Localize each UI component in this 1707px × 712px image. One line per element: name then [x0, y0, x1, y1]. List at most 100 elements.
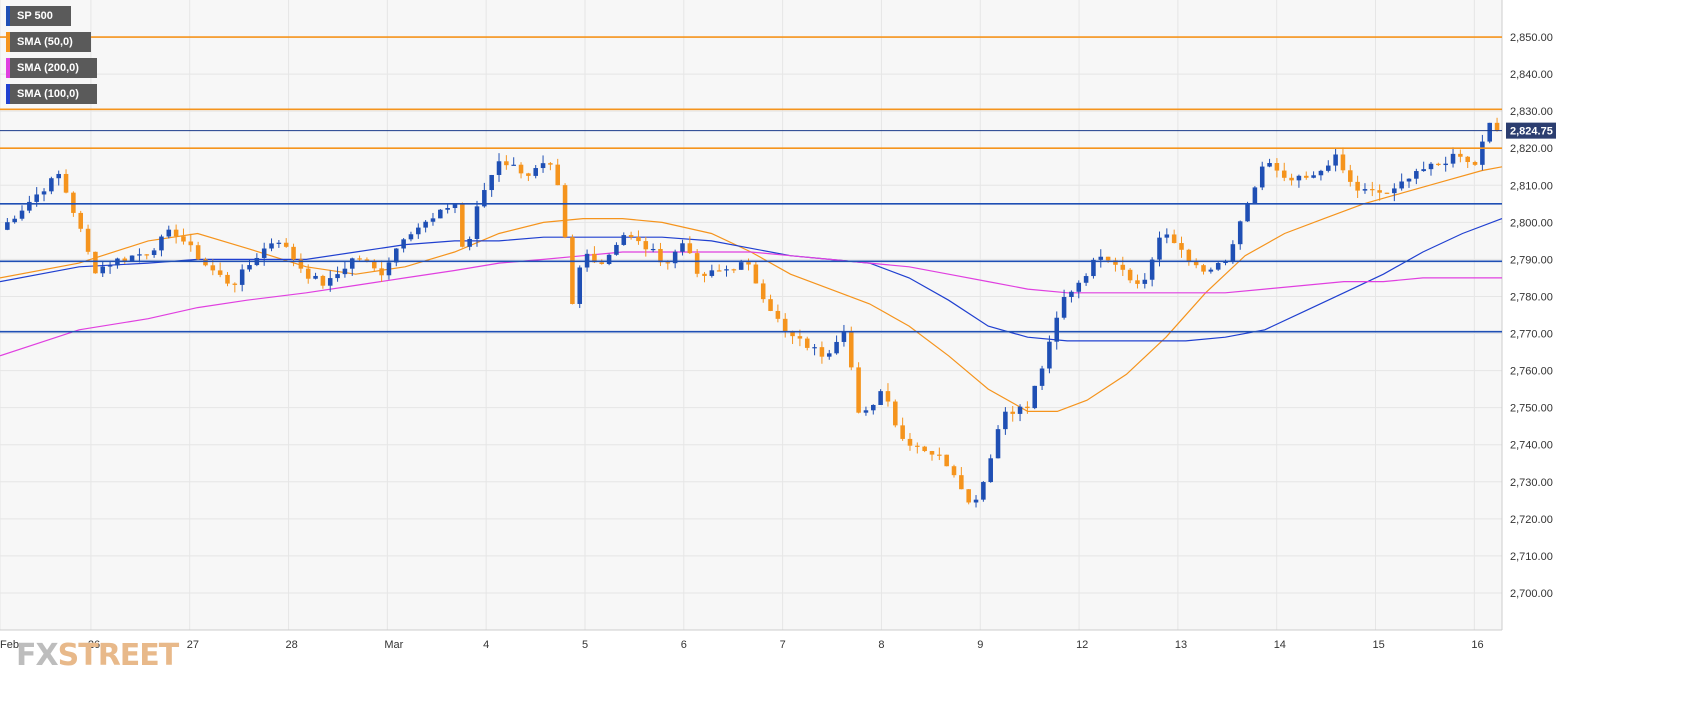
y-axis-panel	[1502, 0, 1707, 712]
y-tick-label: 2,840.00	[1510, 69, 1553, 81]
candle-down	[746, 262, 751, 265]
candle-up	[327, 278, 333, 286]
candle-up	[137, 254, 142, 256]
y-tick-label: 2,820.00	[1510, 143, 1553, 155]
candle-down	[232, 283, 238, 285]
plot-area	[0, 0, 1502, 630]
candle-down	[320, 275, 326, 286]
candle-down	[1010, 411, 1015, 414]
x-tick-label: 5	[582, 639, 588, 651]
candle-down	[1171, 234, 1177, 244]
candle-up	[151, 250, 157, 256]
candle-down	[504, 161, 509, 166]
x-tick-label: 12	[1076, 639, 1088, 651]
candle-up	[12, 218, 17, 223]
candle-up	[1311, 175, 1316, 178]
candle-up	[680, 243, 685, 252]
candle-up	[496, 161, 502, 175]
candle-down	[856, 367, 861, 413]
candle-down	[518, 164, 524, 174]
legend-item-sp500[interactable]: SP 500	[6, 6, 71, 26]
candle-down	[782, 318, 788, 332]
candle-up	[416, 227, 421, 235]
candle-down	[1377, 190, 1382, 193]
candle-up	[995, 429, 1001, 459]
candle-up	[474, 206, 480, 239]
candle-up	[107, 265, 113, 267]
legend-label: SP 500	[17, 10, 53, 22]
candle-up	[423, 221, 428, 228]
x-tick-label: 6	[681, 639, 687, 651]
y-tick-label: 2,750.00	[1510, 403, 1553, 415]
sma50-line	[0, 166, 1503, 412]
candle-up	[239, 269, 245, 285]
candle-up	[276, 242, 282, 244]
candle-down	[1303, 175, 1309, 178]
candle-up	[56, 173, 61, 179]
candle-down	[922, 446, 927, 452]
candle-up	[1149, 259, 1155, 280]
candle-up	[988, 458, 993, 483]
candle-down	[122, 258, 128, 261]
candle-down	[959, 475, 964, 490]
candle-down	[658, 248, 663, 263]
candle-down	[526, 173, 531, 176]
candle-up	[1245, 203, 1250, 222]
legend-item-sma200[interactable]: SMA (200,0)	[6, 58, 97, 78]
candle-up	[452, 203, 458, 209]
candle-down	[951, 466, 957, 476]
candle-up	[445, 208, 450, 210]
candle-down	[1494, 122, 1500, 131]
current-price-tag	[1506, 122, 1556, 139]
candle-down	[628, 235, 634, 238]
candle-up	[269, 243, 274, 249]
candle-down	[804, 338, 810, 348]
legend-swatch	[6, 58, 10, 78]
candle-down	[790, 331, 795, 337]
y-tick-label: 2,790.00	[1510, 254, 1553, 266]
candle-down	[548, 163, 553, 165]
candle-down	[694, 253, 700, 274]
x-tick-label: 26	[88, 639, 100, 651]
y-tick-label: 2,720.00	[1510, 514, 1553, 526]
candle-down	[195, 245, 201, 260]
candle-up	[1480, 141, 1485, 165]
x-tick-label: 4	[483, 639, 489, 651]
candle-up	[386, 262, 392, 276]
candle-down	[797, 336, 803, 339]
candle-up	[482, 190, 487, 207]
candle-up	[1230, 244, 1236, 262]
candle-down	[760, 283, 766, 300]
candle-up	[349, 258, 355, 269]
legend-label: SMA (100,0)	[17, 88, 79, 100]
x-tick-label: 8	[878, 639, 884, 651]
candle-up	[1318, 170, 1324, 176]
x-tick-label: Feb	[0, 639, 19, 651]
y-tick-label: 2,700.00	[1510, 588, 1553, 600]
candle-up	[430, 218, 436, 222]
candle-up	[1267, 163, 1272, 167]
candle-up	[394, 248, 399, 263]
candle-down	[379, 268, 384, 276]
candle-down	[78, 212, 83, 229]
candle-up	[981, 482, 986, 500]
candle-up	[49, 178, 54, 192]
candle-up	[166, 229, 172, 237]
legend-item-sma50[interactable]: SMA (50,0)	[6, 32, 91, 52]
candle-down	[1201, 265, 1206, 272]
candle-up	[1326, 165, 1331, 171]
candle-down	[665, 262, 671, 264]
candle-down	[1186, 249, 1192, 262]
candle-up	[621, 235, 627, 245]
candle-down	[305, 268, 311, 279]
legend-swatch	[6, 32, 10, 52]
candle-down	[819, 347, 825, 357]
candle-down	[85, 228, 91, 252]
candle-down	[702, 273, 707, 276]
candle-up	[438, 209, 443, 219]
candle-up	[1399, 181, 1404, 189]
legend-item-sma100[interactable]: SMA (100,0)	[6, 84, 97, 104]
candle-up	[100, 266, 106, 274]
